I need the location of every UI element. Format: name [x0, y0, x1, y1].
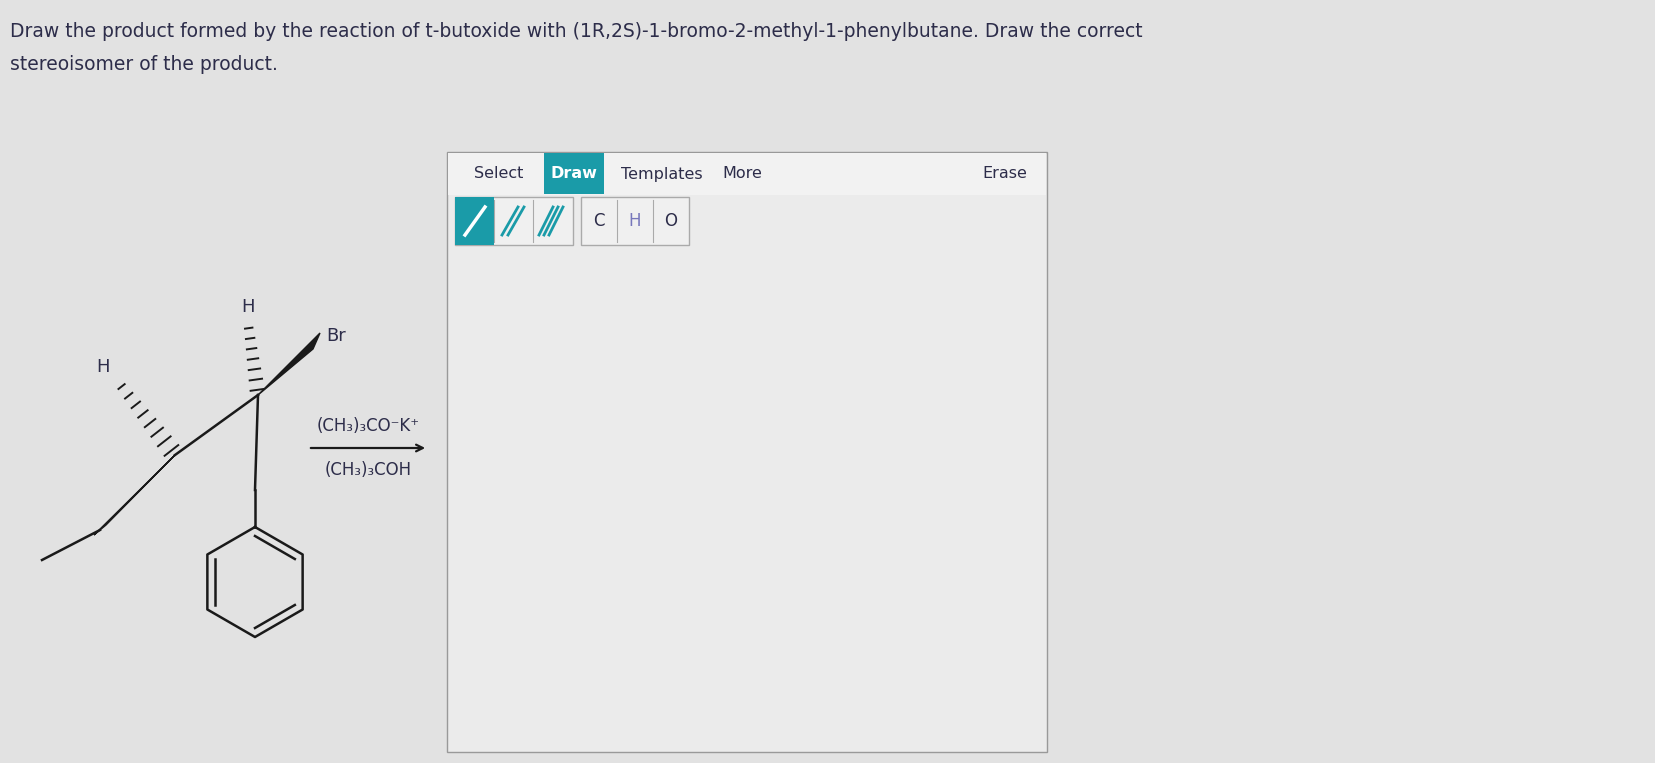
Polygon shape	[94, 455, 175, 535]
Text: Templates: Templates	[621, 166, 702, 182]
Bar	[455, 197, 493, 245]
Text: Draw: Draw	[549, 166, 597, 181]
Bar	[449, 153, 1046, 195]
Text: H: H	[242, 298, 255, 316]
Polygon shape	[258, 333, 319, 395]
Text: Select: Select	[473, 166, 523, 182]
Text: Draw the product formed by the reaction of t-butoxide with (1R,2S)-1-bromo-2-met: Draw the product formed by the reaction …	[10, 22, 1142, 41]
Text: H: H	[629, 212, 640, 230]
Text: O: O	[664, 212, 677, 230]
Bar	[544, 153, 604, 194]
Text: Erase: Erase	[981, 166, 1026, 182]
Text: C: C	[592, 212, 604, 230]
Text: More: More	[722, 166, 761, 182]
Text: (CH₃)₃COH: (CH₃)₃COH	[324, 461, 412, 479]
Text: (CH₃)₃CO⁻K⁺: (CH₃)₃CO⁻K⁺	[316, 417, 419, 435]
Text: H: H	[96, 358, 109, 376]
Text: Br: Br	[326, 327, 346, 345]
Bar	[581, 197, 688, 245]
Text: stereoisomer of the product.: stereoisomer of the product.	[10, 55, 278, 74]
Bar	[447, 152, 1046, 752]
Bar	[455, 197, 573, 245]
